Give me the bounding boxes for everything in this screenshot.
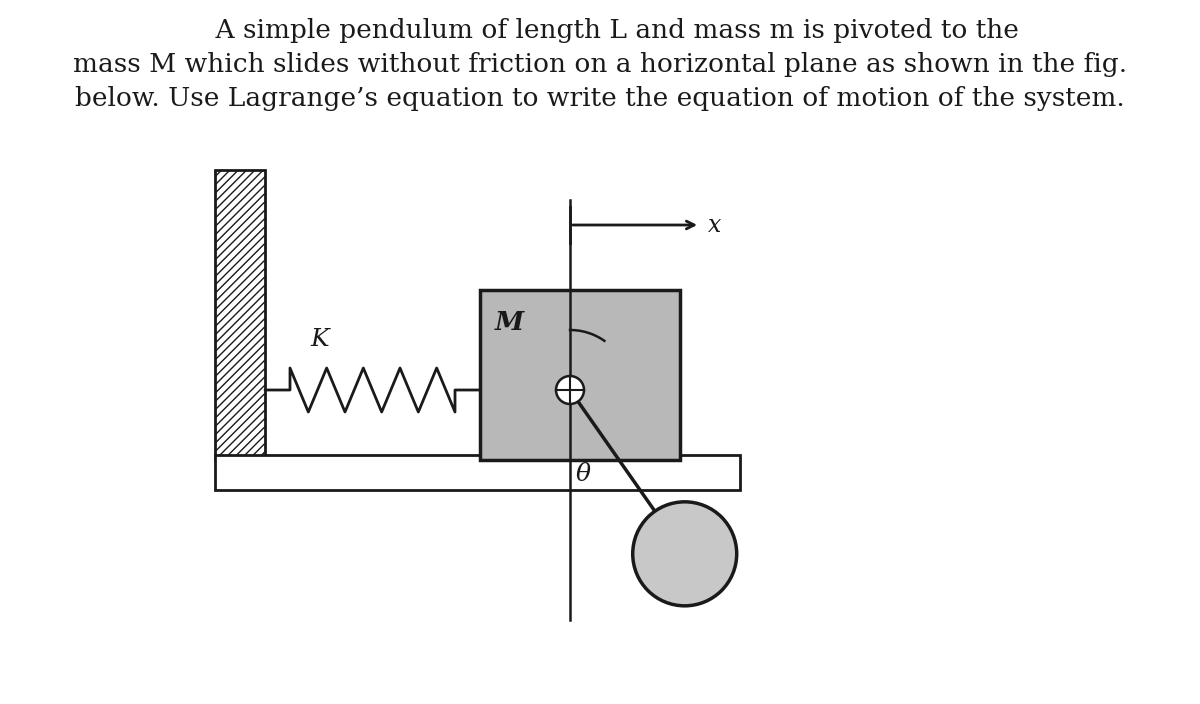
Text: K: K [311, 329, 329, 351]
Text: x: x [708, 213, 721, 237]
Circle shape [632, 502, 737, 606]
Text: θ: θ [576, 463, 590, 486]
Text: m: m [671, 541, 698, 566]
Text: M: M [496, 310, 524, 335]
Text: mass M which slides without friction on a horizontal plane as shown in the fig.: mass M which slides without friction on … [73, 52, 1127, 77]
Text: A simple pendulum of length L and mass m is pivoted to the: A simple pendulum of length L and mass m… [181, 18, 1019, 43]
Bar [480, 290, 680, 460]
Text: below. Use Lagrange’s equation to write the equation of motion of the system.: below. Use Lagrange’s equation to write … [76, 86, 1124, 111]
Bar [215, 455, 740, 490]
Circle shape [556, 376, 584, 404]
Bar [215, 170, 265, 460]
